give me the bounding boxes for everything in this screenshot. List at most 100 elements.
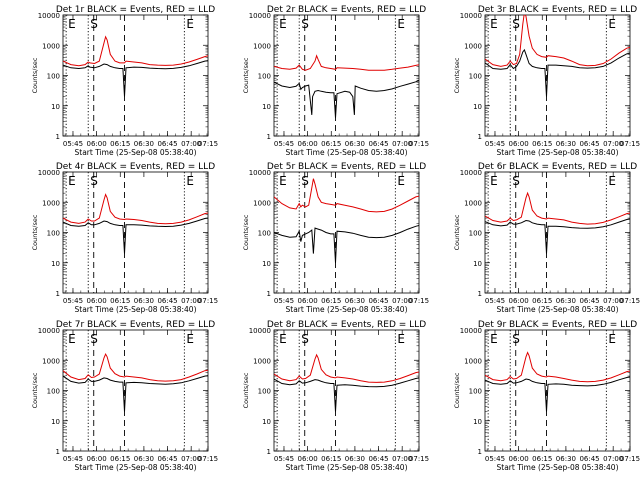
x-tick-label: 06:30 [345,455,365,463]
y-tick-label: 1000 [42,357,60,365]
data-series-group [485,191,630,254]
x-tick-label: 06:45 [368,455,388,463]
y-tick-label: 1 [478,133,482,141]
x-tick-label: 06:45 [368,297,388,305]
y-tick-label: 10 [473,260,482,268]
series-events-black [485,376,630,412]
y-axis-label: Counts/sec [242,57,250,93]
y-tick-label: 1 [478,448,482,456]
data-series-group [63,193,208,254]
x-tick-label: 05:45 [485,140,505,148]
y-tick-label: 10 [51,418,60,426]
y-tick-label: 1 [267,133,271,141]
x-tick-label: 06:30 [134,140,154,148]
x-tick-label: 07:00 [392,297,412,305]
y-axis-label: Counts/sec [242,372,250,408]
x-tick-label: 06:30 [556,140,576,148]
data-series-group [274,353,419,412]
x-tick-label: 07:00 [603,140,623,148]
series-events-black [63,60,208,97]
y-tick-label: 1000 [464,357,482,365]
x-tick-label: 05:45 [485,297,505,305]
series-events-black [274,225,419,263]
marker-label: E [490,174,498,188]
y-tick-label: 10000 [38,169,60,177]
marker-label: E [68,17,76,31]
x-tick-label: 06:15 [321,455,341,463]
marker-label: E [397,332,405,346]
panel-title: Det 5r BLACK = Events, RED = LLD [267,162,426,172]
x-tick-label: 06:30 [134,455,154,463]
marker-label: S [90,174,98,188]
panel-det-4: Det 4r BLACK = Events, RED = LLD 1 10 100 10… [31,162,218,314]
y-tick-label: 1000 [464,199,482,207]
series-lld-red [274,178,419,213]
x-tick-label: 06:00 [298,455,318,463]
panel-title: Det 8r BLACK = Events, RED = LLD [267,320,426,330]
series-lld-red [274,54,419,71]
x-tick-label: 07:15 [409,297,429,305]
marker-label: E [186,174,194,188]
x-tick-label: 06:45 [157,455,177,463]
data-series-group [485,15,630,97]
series-lld-red [274,353,419,383]
panel-title: Det 7r BLACK = Events, RED = LLD [56,320,215,330]
x-tick-label: 06:15 [110,297,130,305]
y-tick-label: 100 [469,73,482,81]
y-axis-label: Counts/sec [453,214,461,250]
y-tick-label: 100 [258,388,271,396]
y-tick-label: 1000 [253,357,271,365]
x-tick-label: 07:00 [181,297,201,305]
marker-label: E [608,332,616,346]
x-tick-label: 06:15 [532,140,552,148]
y-tick-label: 1 [267,290,271,298]
panel-det-9: Det 9r BLACK = Events, RED = LLD 1 10 100 10… [453,320,640,472]
x-tick-label: 07:00 [603,455,623,463]
x-axis-label: Start Time (25-Sep-08 05:38:40) [75,463,197,472]
panel-det-6: Det 6r BLACK = Events, RED = LLD 1 10 100 10… [453,162,640,314]
data-series-group [63,35,208,97]
series-lld-red [485,15,630,67]
x-tick-label: 06:00 [509,455,529,463]
y-tick-label: 10000 [460,327,482,335]
panel-det-5: Det 5r BLACK = Events, RED = LLD 1 10 100 10… [242,162,429,314]
x-tick-label: 06:15 [110,455,130,463]
x-tick-label: 05:45 [274,455,294,463]
data-series-group [485,351,630,412]
data-series-group [63,352,208,412]
x-axis-label: Start Time (25-Sep-08 05:38:40) [286,148,408,157]
marker-label: E [397,17,405,31]
y-axis-label: Counts/sec [453,57,461,93]
x-tick-label: 07:15 [409,140,429,148]
y-tick-label: 1 [478,290,482,298]
marker-label: S [301,332,309,346]
x-tick-label: 07:15 [198,297,218,305]
y-tick-label: 10 [262,418,271,426]
x-tick-label: 06:00 [87,455,107,463]
marker-label: E [279,332,287,346]
x-tick-label: 06:30 [345,140,365,148]
data-series-group [274,178,419,263]
x-tick-label: 06:30 [556,297,576,305]
marker-label: E [397,174,405,188]
marker-label: S [512,17,520,31]
marker-label: E [68,174,76,188]
x-tick-label: 06:45 [157,297,177,305]
x-tick-label: 05:45 [274,297,294,305]
x-tick-label: 06:15 [321,140,341,148]
marker-label: E [186,17,194,31]
marker-label: E [68,332,76,346]
x-tick-label: 06:15 [532,297,552,305]
x-tick-label: 06:15 [321,297,341,305]
marker-label: S [301,17,309,31]
panel-det-1: Det 1r BLACK = Events, RED = LLD 1 10 100 10… [31,5,218,157]
x-tick-label: 06:45 [579,140,599,148]
panel-det-7: Det 7r BLACK = Events, RED = LLD 1 10 100 10… [31,320,218,472]
panel-title: Det 1r BLACK = Events, RED = LLD [56,5,215,15]
x-tick-label: 07:15 [409,455,429,463]
series-events-black [485,48,630,97]
panel-title: Det 2r BLACK = Events, RED = LLD [267,5,426,15]
y-tick-label: 100 [258,73,271,81]
y-tick-label: 10000 [249,169,271,177]
